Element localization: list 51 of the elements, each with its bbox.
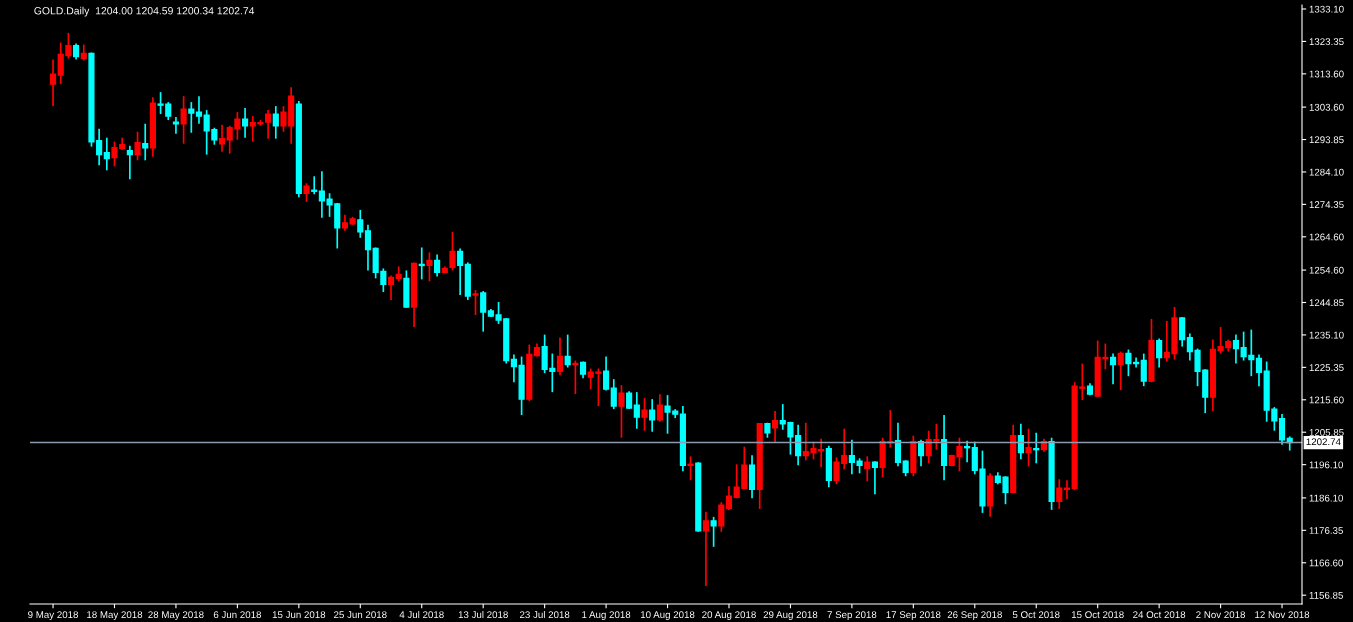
- x-tick-label: 15 Oct 2018: [1071, 611, 1124, 619]
- y-tick-label: 1333.10: [1309, 5, 1344, 13]
- x-tick-label: 5 Oct 2018: [1012, 611, 1060, 619]
- x-tick-label: 26 Sep 2018: [947, 611, 1002, 621]
- x-tick-label: 1 Aug 2018: [582, 611, 631, 621]
- x-tick-label: 6 Jun 2018: [213, 611, 262, 619]
- x-tick-label: 24 Oct 2018: [1133, 611, 1186, 619]
- y-tick-label: 1254.60: [1309, 266, 1344, 274]
- x-tick-label: 7 Sep 2018: [827, 611, 877, 621]
- x-tick-label: 25 Jun 2018: [334, 611, 387, 619]
- y-tick-label: 1186.10: [1309, 494, 1343, 502]
- x-tick-label: 23 Jul 2018: [519, 610, 570, 619]
- y-tick-label: 1215.60: [1309, 396, 1344, 404]
- y-tick-label: 1205.85: [1309, 428, 1344, 436]
- candlestick: [1148, 318, 1155, 383]
- y-tick-label: 1166.60: [1309, 559, 1343, 567]
- x-tick-label: 9 May 2018: [28, 611, 79, 621]
- y-tick-label: 1235.10: [1309, 331, 1344, 339]
- y-tick-label: 1176.35: [1309, 527, 1343, 534]
- y-tick-label: 1156.85: [1309, 591, 1343, 599]
- x-tick-label: 13 Jul 2018: [458, 610, 508, 619]
- x-tick-label: 17 Sep 2018: [886, 611, 941, 621]
- x-tick-label: 4 Jul 2018: [399, 610, 444, 619]
- x-tick-label: 29 Aug 2018: [763, 611, 818, 621]
- y-tick-label: 1264.60: [1309, 233, 1344, 241]
- x-tick-label: 28 May 2018: [148, 611, 204, 621]
- y-tick-label: 1293.85: [1309, 136, 1344, 144]
- x-tick-label: 15 Jun 2018: [272, 611, 326, 619]
- y-tick-label: 1225.35: [1309, 364, 1344, 371]
- candlestick: [710, 516, 717, 548]
- candlestick: [449, 230, 456, 272]
- y-tick-label: 1313.60: [1309, 70, 1344, 78]
- ref-line-label: 1202.74: [1306, 438, 1341, 446]
- candlestick: [1025, 427, 1032, 468]
- candlestick: [134, 130, 141, 162]
- y-tick-label: 1303.60: [1309, 103, 1344, 111]
- y-tick-label: 1323.35: [1309, 38, 1344, 46]
- y-tick-label: 1244.85: [1309, 299, 1344, 307]
- candlestick: [303, 182, 310, 203]
- y-tick-label: 1274.35: [1309, 201, 1344, 209]
- candlestick: [641, 397, 648, 432]
- x-tick-label: 2 Nov 2018: [1196, 611, 1246, 619]
- candlestick: [618, 384, 625, 439]
- x-tick-label: 10 Aug 2018: [640, 611, 695, 621]
- x-tick-label: 12 Nov 2018: [1255, 611, 1310, 619]
- candlestick: [472, 289, 479, 316]
- y-tick-label: 1196.10: [1309, 461, 1343, 469]
- x-tick-label: 18 May 2018: [87, 611, 143, 621]
- x-tick-label: 20 Aug 2018: [702, 611, 756, 621]
- chart-title: GOLD.Daily 1204.00 1204.59 1200.34 1202.74: [34, 6, 255, 17]
- y-tick-label: 1284.10: [1309, 168, 1344, 176]
